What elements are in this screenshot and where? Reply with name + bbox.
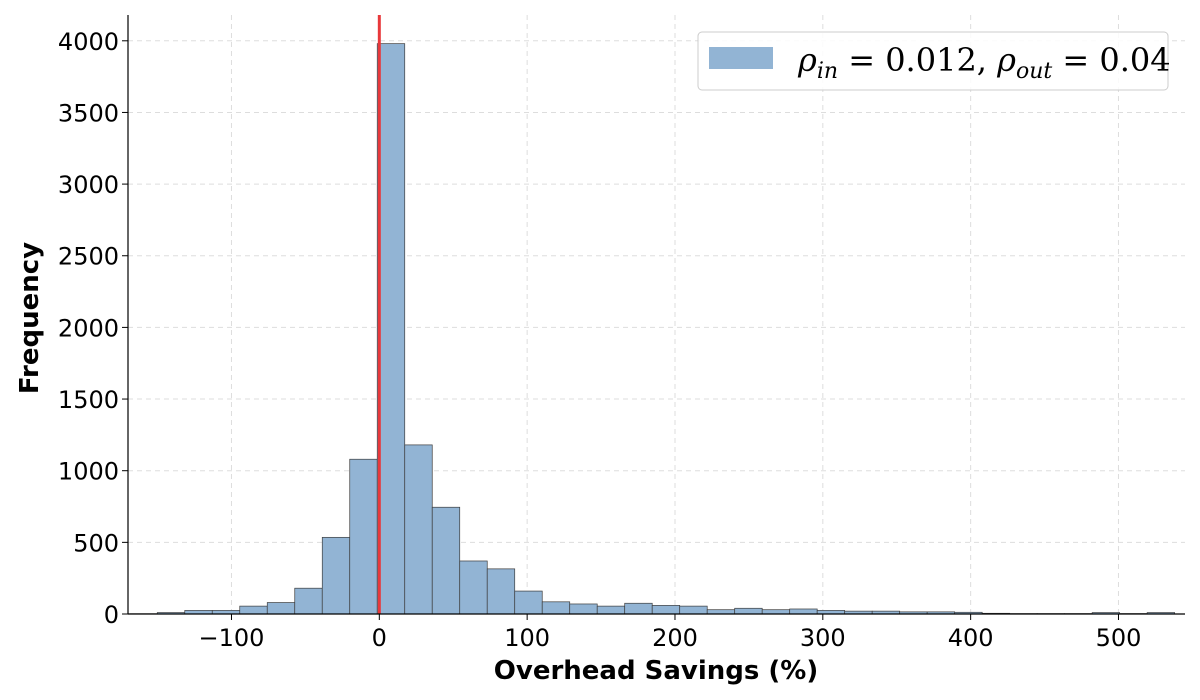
- histogram-bar: [624, 602, 653, 615]
- y-tick-label: 0: [104, 601, 119, 629]
- y-axis-ticks: 0 500 1000 1500 2000 2500 3000 3500 4000: [58, 28, 128, 629]
- x-axis-label: Overhead Savings (%): [494, 656, 818, 686]
- histogram-bar: [349, 458, 378, 615]
- histogram-bar: [294, 587, 323, 615]
- histogram-bar: [789, 608, 818, 615]
- histogram-bar: [706, 609, 736, 615]
- histogram-bar: [376, 43, 406, 615]
- histogram-bar: [239, 605, 268, 615]
- y-tick-label: 500: [73, 529, 119, 557]
- legend-entry-label: ρin = 0.012, ρout = 0.04: [797, 41, 1171, 84]
- y-tick-label: 2500: [58, 243, 119, 271]
- legend-frame: [697, 31, 1169, 91]
- x-tick-label: 300: [800, 624, 846, 652]
- y-tick-label: 4000: [58, 28, 119, 56]
- y-tick-label: 2000: [58, 314, 119, 342]
- x-tick-label: 100: [504, 624, 550, 652]
- histogram-bar: [266, 602, 296, 615]
- histogram-bar: [486, 568, 516, 615]
- y-tick-label: 3500: [58, 99, 119, 127]
- y-tick-label: 1000: [58, 458, 119, 486]
- histogram-bar: [761, 609, 791, 615]
- histogram-bar: [514, 590, 543, 615]
- y-tick-label: 3000: [58, 171, 119, 199]
- y-tick-label: 1500: [58, 386, 119, 414]
- grid-lines: [128, 15, 1185, 615]
- histogram-bar: [734, 607, 763, 615]
- axes: [127, 15, 1185, 615]
- histogram-bar: [459, 560, 488, 615]
- x-tick-label: 200: [652, 624, 698, 652]
- histogram-bar: [404, 444, 433, 615]
- x-axis-ticks: −100 0 100 200 300 400 500: [199, 614, 1142, 652]
- x-tick-label: 0: [372, 624, 387, 652]
- histogram-bar: [569, 603, 598, 615]
- histogram-bar: [541, 601, 571, 615]
- x-tick-label: 400: [948, 624, 994, 652]
- histogram-bar: [651, 605, 681, 615]
- histogram-bar: [596, 605, 626, 615]
- histogram-bar: [321, 536, 351, 615]
- legend-swatch: [709, 47, 773, 69]
- legend: ρin = 0.012, ρout = 0.04: [697, 31, 1171, 91]
- histogram-bars: [129, 43, 1176, 615]
- x-tick-label: −100: [199, 624, 265, 652]
- histogram-bar: [431, 506, 461, 615]
- y-axis-label: Frequency: [15, 242, 45, 394]
- x-tick-label: 500: [1096, 624, 1142, 652]
- histogram-bar: [679, 605, 708, 615]
